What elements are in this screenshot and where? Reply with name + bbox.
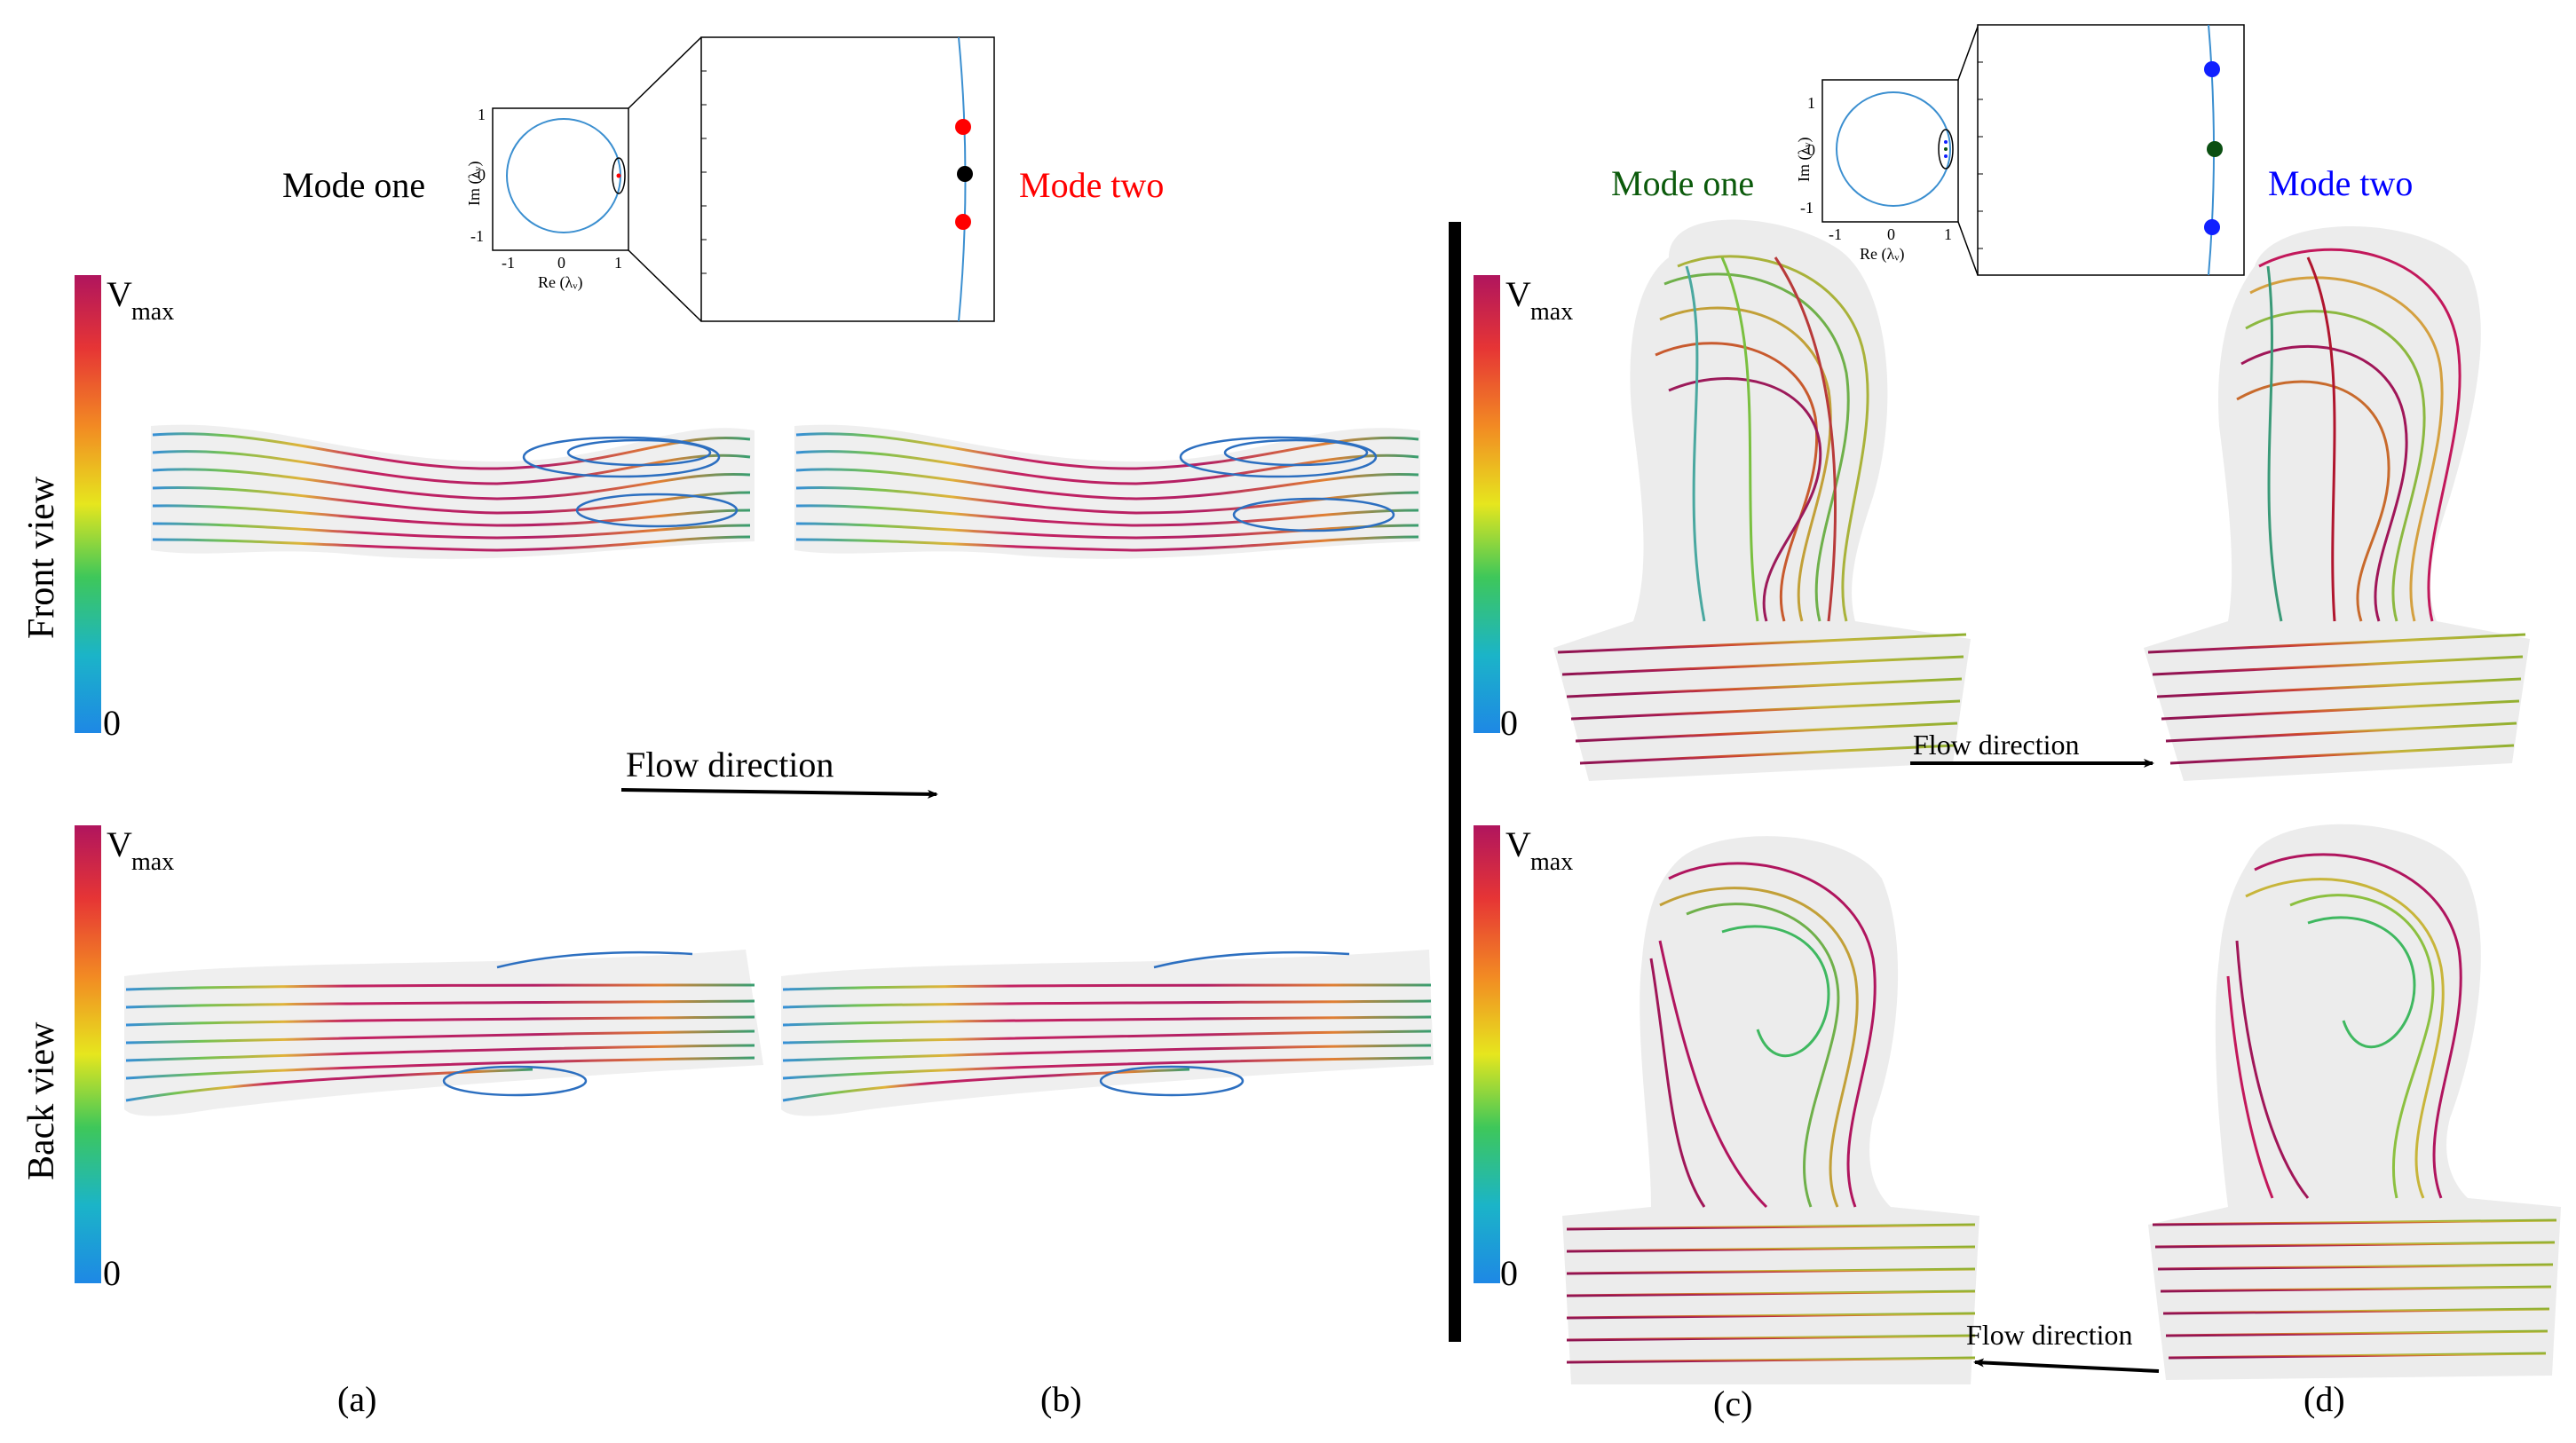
row-back-view-label: Back view (21, 1021, 62, 1180)
left-zoom-ticks (701, 70, 707, 274)
streamlines-b-front (794, 424, 1420, 559)
left-xtick-1: 1 (614, 254, 622, 272)
colorbar-gradient (75, 825, 101, 1283)
left-flow-arrow (620, 788, 938, 799)
left-colorbar-top: V max 0 (75, 274, 174, 743)
right-inset-xlabel: Re (λᵥ) (1860, 245, 1905, 264)
left-zoom-ellipse (612, 157, 626, 194)
colorbar-max-label: V (1505, 274, 1531, 314)
right-ytick-neg1: -1 (1800, 199, 1813, 217)
right-zoom-ticks (1978, 61, 1983, 249)
right-mode-one-label: Mode one (1611, 163, 1754, 203)
subfigure-label-c: (c) (1713, 1384, 1752, 1423)
right-ytick-1: 1 (1807, 94, 1815, 112)
right-zoom-line-bottom (1957, 221, 1979, 276)
right-flow-direction-top-label: Flow direction (1913, 729, 2080, 761)
colorbar-gradient (75, 275, 101, 733)
colorbar-min-label: 0 (1500, 703, 1518, 743)
left-ytick-0: 0 (478, 166, 486, 184)
right-mode-two-label: Mode two (2268, 163, 2413, 203)
right-eig-point-blue-top (2204, 61, 2220, 77)
right-unit-circle (1836, 91, 1951, 207)
left-flow-direction-label: Flow direction (626, 745, 834, 785)
right-inset-frame (1821, 79, 1959, 223)
right-zoom-ellipse (1938, 129, 1954, 170)
right-xtick-neg1: -1 (1829, 225, 1842, 243)
colorbar-gradient (1474, 825, 1500, 1283)
streamlines-b-back (781, 950, 1434, 1116)
right-eigenvalue-zoom (1977, 24, 2245, 276)
left-zoom-frame (700, 36, 995, 322)
right-flow-direction-bottom-label: Flow direction (1966, 1319, 2133, 1351)
right-inset-dot-3 (1944, 154, 1948, 158)
streamlines-a-back (124, 950, 763, 1116)
right-eig-point-blue-bottom (2204, 219, 2220, 235)
subfigure-label-d: (d) (2303, 1379, 2345, 1419)
row-front-view-label: Front view (21, 476, 62, 639)
right-flow-arrow-bottom (1973, 1358, 2160, 1373)
right-xtick-1: 1 (1944, 225, 1952, 243)
right-eigenvalue-inset: 1 0 -1 -1 0 1 Re (λᵥ) Im (λᵥ) (1795, 79, 1959, 264)
left-xtick-neg1: -1 (502, 254, 515, 272)
left-panel: Mode one Mode two 1 0 -1 -1 0 1 Re (λᵥ) … (21, 36, 1434, 1419)
panel-divider (1449, 222, 1461, 1342)
left-ytick-neg1: -1 (470, 227, 484, 245)
streamlines-c-bottom (1562, 836, 1979, 1384)
left-eig-point-black (957, 166, 973, 182)
left-inset-dot (616, 173, 621, 178)
right-colorbar-bottom: V max 0 (1474, 824, 1573, 1293)
left-eigenvalue-zoom (700, 36, 995, 322)
left-zoom-line-bottom (628, 249, 702, 322)
left-eig-point-red-bottom (955, 214, 971, 230)
colorbar-min-label: 0 (1500, 1253, 1518, 1293)
left-ytick-1: 1 (478, 106, 486, 123)
subfigure-label-b: (b) (1040, 1379, 1082, 1419)
left-eigenvalue-inset: 1 0 -1 -1 0 1 Re (λᵥ) Im (λᵥ) (465, 106, 629, 292)
colorbar-gradient (1474, 275, 1500, 733)
colorbar-max-label: V (107, 824, 132, 864)
left-eig-point-red-top (955, 119, 971, 135)
left-colorbar-bottom: V max 0 (75, 824, 174, 1293)
right-inset-dot-1 (1944, 140, 1948, 144)
right-panel: Mode one Mode two 1 0 -1 -1 0 1 Re (λᵥ) … (1474, 24, 2561, 1423)
right-zoom-line-top (1957, 26, 1979, 81)
left-inset-frame (492, 107, 629, 251)
right-colorbar-top: V max 0 (1474, 274, 1573, 743)
left-mode-two-label: Mode two (1019, 165, 1164, 205)
right-ytick-0: 0 (1807, 141, 1815, 159)
right-zoom-frame (1977, 24, 2245, 276)
colorbar-max-label: V (1505, 824, 1531, 864)
streamlines-a-front (151, 424, 755, 559)
streamlines-d-bottom (2148, 824, 2561, 1380)
right-eig-point-green (2207, 141, 2223, 157)
right-xtick-0: 0 (1887, 225, 1895, 243)
colorbar-max-sub: max (1530, 298, 1573, 326)
left-zoom-line-top (628, 36, 702, 109)
colorbar-max-label: V (107, 274, 132, 314)
left-inset-xlabel: Re (λᵥ) (538, 273, 583, 292)
colorbar-min-label: 0 (103, 703, 121, 743)
streamlines-c-top (1553, 219, 1971, 781)
colorbar-max-sub: max (131, 848, 174, 876)
right-inset-dot-2 (1944, 147, 1948, 151)
left-inset-ylabel: Im (λᵥ) (465, 161, 484, 206)
colorbar-min-label: 0 (103, 1253, 121, 1293)
streamlines-d-top (2144, 226, 2530, 781)
colorbar-max-sub: max (131, 298, 174, 326)
right-inset-ylabel: Im (λᵥ) (1795, 137, 1813, 182)
colorbar-max-sub: max (1530, 848, 1573, 876)
subfigure-label-a: (a) (337, 1379, 376, 1419)
left-xtick-0: 0 (557, 254, 565, 272)
left-mode-one-label: Mode one (282, 165, 425, 205)
